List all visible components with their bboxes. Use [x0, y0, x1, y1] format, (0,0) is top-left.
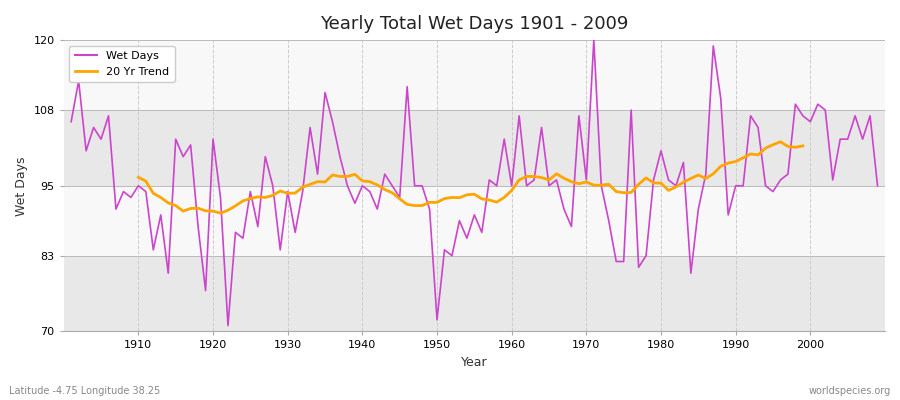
Bar [64, 40, 885, 110]
Text: Latitude -4.75 Longitude 38.25: Latitude -4.75 Longitude 38.25 [9, 386, 160, 396]
Wet Days [297, 189, 308, 194]
20 Yr Trend [797, 144, 808, 148]
Y-axis label: Wet Days: Wet Days [15, 156, 28, 216]
20 Yr Trend [708, 172, 719, 176]
X-axis label: Year: Year [461, 356, 488, 369]
Wet Days [611, 259, 622, 264]
Wet Days [507, 183, 517, 188]
20 Yr Trend [342, 174, 353, 179]
Bar [64, 110, 885, 186]
Wet Days [125, 195, 136, 200]
20 Yr Trend [230, 204, 241, 208]
Wet Days [66, 119, 77, 124]
Title: Yearly Total Wet Days 1901 - 2009: Yearly Total Wet Days 1901 - 2009 [320, 15, 628, 33]
Line: 20 Yr Trend: 20 Yr Trend [139, 142, 803, 213]
Wet Days [514, 114, 525, 118]
Wet Days [589, 38, 599, 42]
Line: Wet Days: Wet Days [71, 40, 878, 326]
20 Yr Trend [215, 211, 226, 216]
20 Yr Trend [775, 139, 786, 144]
Wet Days [222, 323, 233, 328]
20 Yr Trend [133, 175, 144, 180]
20 Yr Trend [603, 182, 614, 187]
20 Yr Trend [693, 172, 704, 177]
Wet Days [342, 183, 353, 188]
Legend: Wet Days, 20 Yr Trend: Wet Days, 20 Yr Trend [69, 46, 175, 82]
Bar [64, 186, 885, 256]
Bar [64, 256, 885, 332]
20 Yr Trend [782, 144, 793, 149]
Text: worldspecies.org: worldspecies.org [809, 386, 891, 396]
Wet Days [872, 183, 883, 188]
